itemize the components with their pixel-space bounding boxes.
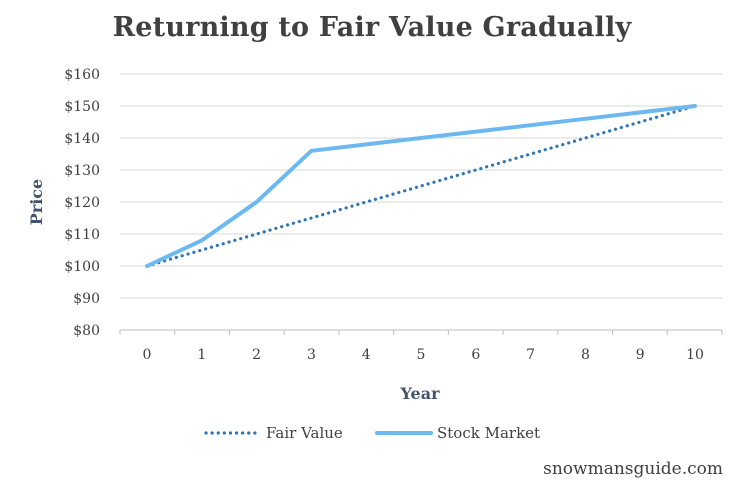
x-tick-label: 0	[143, 347, 152, 363]
y-tick-label: $150	[64, 99, 100, 115]
legend-label: Stock Market	[437, 424, 540, 442]
x-tick-label: 10	[686, 347, 704, 363]
x-tick-label: 6	[471, 347, 480, 363]
x-axis	[119, 329, 723, 335]
x-tick-label: 1	[197, 347, 206, 363]
y-tick-label: $130	[64, 163, 100, 179]
y-tick-label: $160	[64, 67, 100, 83]
x-tick-label: 3	[307, 347, 316, 363]
series-line-stock-market	[145, 104, 697, 268]
y-tick-label: $80	[73, 323, 100, 339]
x-tick-label: 4	[362, 347, 371, 363]
series-line-fair-value	[145, 104, 697, 268]
legend: Fair Value Stock Market	[204, 424, 540, 442]
y-tick-label: $140	[64, 131, 100, 147]
x-tick-label: 8	[581, 347, 590, 363]
x-tick-label: 9	[636, 347, 645, 363]
legend-label: Fair Value	[266, 424, 343, 442]
x-tick-label: 5	[417, 347, 426, 363]
x-tick-labels: 0 1 2 3 4 5 6 7 8 9 10	[143, 347, 704, 363]
x-axis-title: Year	[399, 384, 440, 403]
watermark-text: snowmansguide.com	[543, 459, 723, 479]
x-tick-label: 7	[526, 347, 535, 363]
y-axis-title: Price	[27, 179, 46, 225]
x-tick-label: 2	[252, 347, 261, 363]
y-tick-label: $90	[73, 291, 100, 307]
series-lines	[145, 104, 697, 268]
y-tick-label: $120	[64, 195, 100, 211]
y-tick-label: $110	[64, 227, 100, 243]
y-tick-label: $100	[64, 259, 100, 275]
y-tick-labels: $80 $90 $100 $110 $120 $130 $140 $150 $160	[64, 67, 100, 339]
chart-title: Returning to Fair Value Gradually	[112, 12, 632, 43]
